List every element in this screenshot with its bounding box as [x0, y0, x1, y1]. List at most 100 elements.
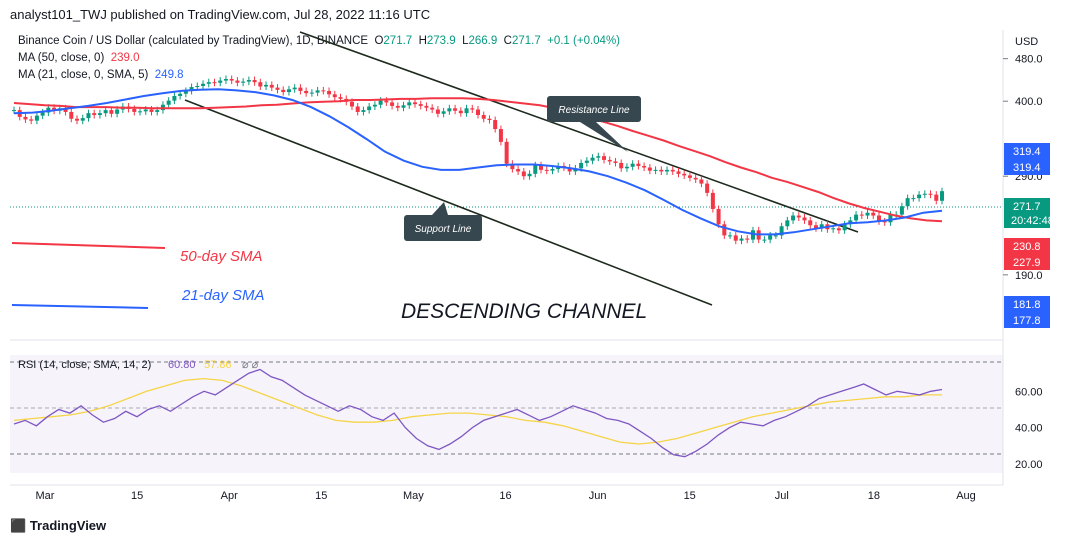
candle-body [504, 141, 509, 164]
rsi-sma-value: 57.86 [204, 359, 232, 371]
support-trendline[interactable] [184, 99, 713, 306]
time-tick-label: Jul [775, 490, 789, 502]
candle-body [212, 82, 217, 84]
candle-body [372, 104, 377, 107]
candle-body [693, 177, 698, 180]
candle-body [687, 175, 692, 178]
candle-body [390, 102, 395, 106]
rsi-value: 60.80 [168, 359, 196, 371]
candle-body [132, 108, 137, 112]
ma21-legend[interactable]: MA (21, close, 0, SMA, 5) 249.8 [18, 69, 184, 81]
candle-body [92, 113, 97, 116]
candle-body [109, 110, 114, 114]
candle-body [498, 129, 503, 142]
candle-body [206, 82, 211, 84]
candle-body [103, 110, 108, 114]
candle-body [430, 107, 435, 110]
low-value: 266.9 [468, 35, 498, 47]
support-callout[interactable]: Support Line [404, 202, 482, 241]
candles-layer [11, 75, 945, 245]
candle-body [143, 109, 148, 112]
candle-body [819, 224, 824, 229]
candle-body [831, 228, 836, 230]
candle-body [808, 220, 813, 226]
candle-body [361, 110, 366, 112]
candle-body [441, 111, 446, 114]
time-tick-label: Apr [221, 490, 238, 502]
candle-body [298, 87, 303, 91]
candle-body [602, 156, 607, 160]
candle-body [865, 212, 870, 216]
candle-body [246, 80, 251, 82]
candle-body [917, 194, 922, 199]
time-tick-label: Aug [956, 490, 976, 502]
candle-body [722, 224, 727, 236]
candle-body [172, 96, 177, 101]
currency-label: USD [1015, 36, 1038, 48]
candle-body [854, 214, 859, 221]
candle-body [922, 193, 927, 195]
candle-body [338, 97, 343, 99]
change-value: +0.1 (+0.04%) [547, 35, 621, 47]
candle-body [613, 161, 618, 163]
ma50-legend[interactable]: MA (50, close, 0) 239.0 [18, 52, 140, 64]
candle-body [739, 238, 744, 241]
candle-body [539, 165, 544, 170]
candle-body [567, 167, 572, 172]
rsi-tick-label: 40.00 [1015, 423, 1043, 435]
visibility-icon[interactable]: ⌀ ⌀ [242, 359, 259, 371]
candle-body [630, 163, 635, 167]
candle-body [309, 92, 314, 94]
candle-body [636, 163, 641, 166]
candle-body [201, 83, 206, 86]
ma50-line [13, 97, 943, 223]
candle-body [189, 87, 194, 91]
candle-body [928, 193, 933, 195]
candle-body [241, 81, 246, 83]
time-tick-label: Jun [589, 490, 607, 502]
rsi-axis[interactable]: 60.00 40.00 20.00 [1015, 386, 1043, 471]
badge3a-value: 181.8 [1013, 299, 1041, 311]
candle-body [733, 235, 738, 241]
candle-body [292, 87, 297, 90]
candle-body [710, 192, 715, 209]
symbol-name[interactable]: Binance Coin / US Dollar (calculated by … [18, 35, 369, 47]
resistance-callout[interactable]: Resistance Line [547, 96, 641, 152]
badge-group-1: 319.4 319.4 [1004, 143, 1050, 175]
candle-body [762, 239, 767, 241]
tv-brand: TradingView [29, 518, 107, 533]
time-tick-label: 15 [131, 490, 143, 502]
candle-body [813, 225, 818, 229]
resistance-trendline[interactable] [299, 31, 859, 233]
price-tick-label: 480.0 [1015, 54, 1043, 66]
tradingview-logo[interactable]: ⬛ TradingView [10, 518, 106, 534]
symbol-legend: Binance Coin / US Dollar (calculated by … [18, 35, 621, 47]
ma21-value: 249.8 [154, 69, 184, 81]
rsi-legend-label[interactable]: RSI (14, close, SMA, 14, 2) [18, 359, 151, 371]
candle-body [859, 214, 864, 216]
candle-body [911, 198, 916, 200]
candle-body [183, 90, 188, 94]
candle-body [619, 162, 624, 169]
candle-body [705, 183, 710, 193]
time-tick-label: Mar [36, 490, 55, 502]
badge1a-value: 319.4 [1013, 146, 1041, 158]
badge-group-3: 181.8 177.8 [1004, 296, 1050, 328]
time-axis[interactable]: Mar 15 Apr 15 May 16 Jun 15 Jul 18 Aug [36, 490, 976, 502]
candle-body [321, 90, 326, 92]
candle-body [882, 221, 887, 223]
candle-body [785, 220, 790, 227]
candle-body [647, 167, 652, 171]
rsi-band [10, 355, 1003, 473]
candle-body [149, 109, 154, 112]
channel-annotation: DESCENDING CHANNEL [401, 300, 647, 323]
candle-body [63, 108, 68, 112]
candle-body [888, 214, 893, 223]
candle-body [464, 108, 469, 114]
candle-body [418, 104, 423, 106]
candle-body [304, 90, 309, 94]
ma-lines-layer [13, 88, 943, 236]
candle-body [355, 106, 360, 112]
